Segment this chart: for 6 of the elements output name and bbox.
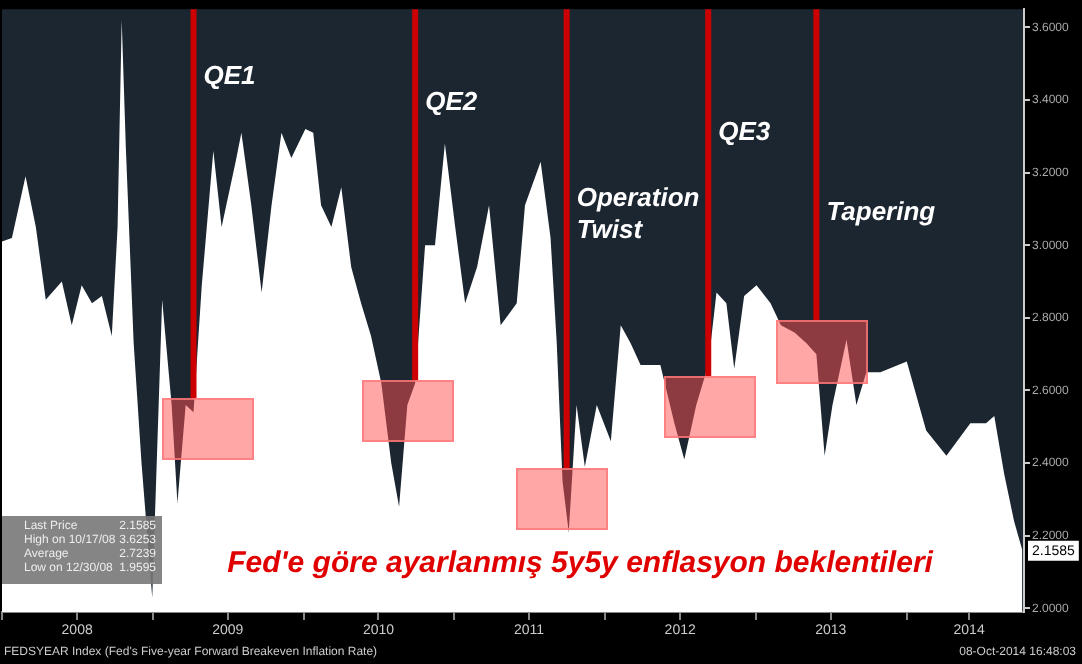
ref-line-label: QE3 xyxy=(718,116,772,147)
ref-line-label: Operation Twist xyxy=(576,182,700,245)
ref-line-label: Tapering xyxy=(826,196,936,227)
text: Fed'e göre ayarlanmış 5y5y enflasyon beklentileri xyxy=(227,546,935,581)
ref-line-label: QE1 xyxy=(203,60,256,91)
ref-line-label: QE2 xyxy=(425,86,479,117)
